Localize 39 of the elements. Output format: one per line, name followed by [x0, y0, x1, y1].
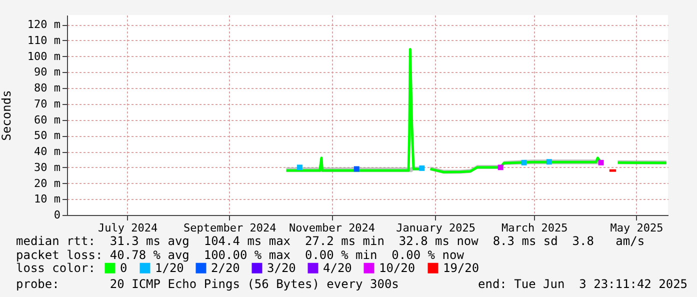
point [354, 166, 360, 172]
y-tick-label: 90 m [34, 66, 61, 79]
legend-label: 1/20 [155, 261, 184, 276]
point [598, 160, 604, 166]
x-tick-label: September 2024 [184, 222, 277, 234]
point [419, 165, 425, 171]
point [498, 164, 504, 170]
legend-label: 10/20 [379, 261, 416, 276]
point [546, 159, 552, 165]
point [296, 164, 302, 170]
legend-label: 19/20 [443, 261, 480, 276]
legend-title: loss color: [16, 261, 96, 275]
y-tick-label: 20 m [34, 176, 61, 190]
text: median rtt: 31.3 ms avg 104.4 ms max 27.2 ms min 32.8 ms now 8.3 ms sd 3.8 am/s [16, 234, 645, 248]
y-tick-label: 60 m [34, 113, 61, 126]
y-tick-label: 70 m [34, 97, 61, 110]
x-tick-label: January 2025 [396, 222, 476, 234]
legend-label: 3/20 [267, 261, 296, 276]
point [521, 160, 527, 166]
y-tick-label: 0 [54, 208, 60, 222]
y-tick-label: 30 m [34, 160, 61, 174]
x-tick-label: November 2024 [288, 222, 376, 234]
y-axis-title: Seconds [0, 90, 14, 141]
text: end: Tue Jun 3 23:11:42 2025 [478, 277, 688, 291]
text: probe: 20 ICMP Echo Pings (56 Bytes) every 300s [16, 277, 399, 291]
y-tick-label: 10 m [34, 192, 61, 206]
legend-label: 4/20 [323, 261, 352, 276]
y-tick-label: 110 m [27, 34, 61, 47]
text: packet loss: 40.78 % avg 100.00 % max 0.00 % min 0.00 % now [16, 248, 464, 262]
y-tick-label: 50 m [34, 129, 61, 142]
x-tick-label: May 2025 [610, 222, 664, 234]
y-tick-label: 40 m [34, 145, 61, 158]
y-tick-label: 100 m [27, 50, 61, 63]
legend-label: 0 [120, 261, 128, 276]
y-tick-label: 80 m [34, 82, 61, 95]
x-tick-label: July 2024 [98, 222, 158, 234]
legend-label: 2/20 [211, 261, 240, 276]
y-tick-label: 120 m [27, 18, 61, 32]
x-tick-label: March 2025 [501, 222, 568, 234]
